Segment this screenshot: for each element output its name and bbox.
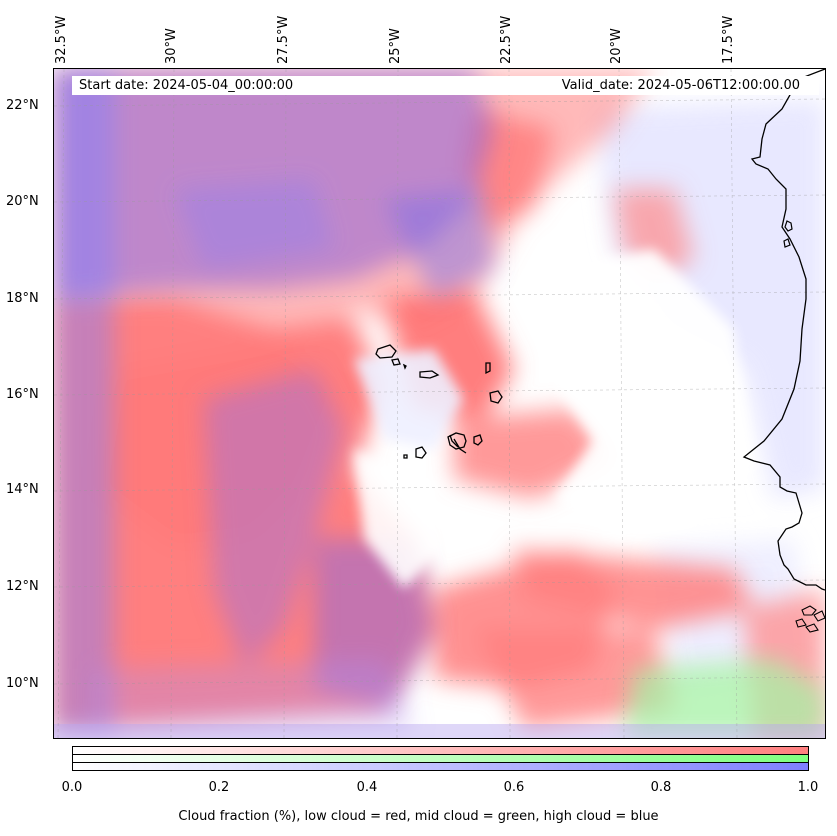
info-banner bbox=[72, 76, 819, 95]
cape-verde-islands bbox=[375, 344, 503, 459]
colorbar-caption: Cloud fraction (%), low cloud = red, mid… bbox=[178, 809, 659, 824]
valid-date-label: Valid_date: 2024-05-06T12:00:00.00 bbox=[561, 78, 800, 93]
coastal-island-north-2 bbox=[783, 238, 791, 248]
lon-label-17-5w: 17.5°W bbox=[721, 15, 736, 64]
lon-label-20w: 20°W bbox=[609, 28, 624, 64]
lon-label-25w: 25°W bbox=[388, 28, 403, 64]
map-canvas bbox=[54, 69, 825, 738]
lat-label-10n: 10°N bbox=[6, 676, 39, 691]
colorbar-tick-0-8: 0.8 bbox=[650, 780, 672, 795]
lon-label-30w: 30°W bbox=[164, 28, 179, 64]
cloud-fraction-map bbox=[53, 68, 826, 739]
lat-label-18n: 18°N bbox=[6, 291, 39, 306]
colorbar-tick-1-0: 1.0 bbox=[797, 780, 819, 795]
map-gridlines bbox=[54, 69, 825, 738]
start-date-label: Start date: 2024-05-04_00:00:00 bbox=[79, 78, 294, 93]
bijagos-islands bbox=[795, 605, 825, 633]
colorbar-tick-0-6: 0.6 bbox=[503, 780, 525, 795]
colorbar-high-cloud bbox=[72, 762, 809, 771]
lat-label-14n: 14°N bbox=[6, 482, 39, 497]
colorbar-tick-0-2: 0.2 bbox=[208, 780, 230, 795]
lon-label-32-5w: 32.5°W bbox=[54, 15, 69, 64]
lat-label-22n: 22°N bbox=[6, 98, 39, 113]
africa-coastline bbox=[742, 69, 825, 591]
colorbar-tick-0-0: 0.0 bbox=[61, 780, 83, 795]
lon-label-22-5w: 22.5°W bbox=[499, 15, 514, 64]
lon-label-27-5w: 27.5°W bbox=[276, 15, 291, 64]
colorbar-tick-0-4: 0.4 bbox=[356, 780, 378, 795]
cloud-field bbox=[54, 69, 825, 738]
lat-label-20n: 20°N bbox=[6, 194, 39, 209]
coastal-island-north bbox=[784, 220, 793, 232]
lat-label-12n: 12°N bbox=[6, 579, 39, 594]
lat-label-16n: 16°N bbox=[6, 387, 39, 402]
colorbar bbox=[72, 746, 809, 771]
